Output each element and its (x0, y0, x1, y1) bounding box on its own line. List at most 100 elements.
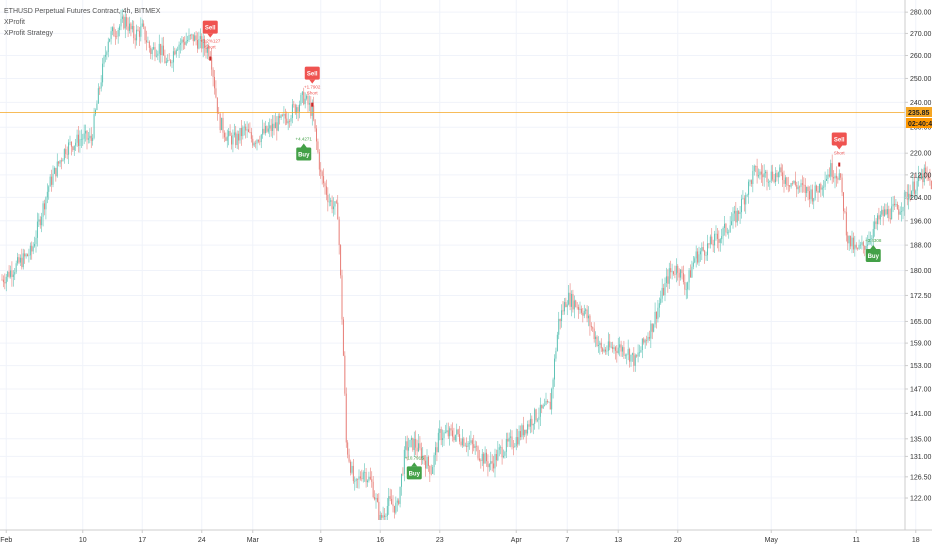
candle-body (311, 105, 313, 116)
candle-body (478, 458, 480, 461)
candle-body (294, 104, 296, 114)
candle-body (882, 209, 884, 216)
candle-body (134, 38, 136, 41)
candle-body (409, 439, 411, 448)
candle-body (746, 194, 748, 196)
candle-body (522, 425, 524, 436)
candle-body (86, 130, 88, 140)
candle-body (185, 41, 187, 45)
sell-arrow-icon (209, 56, 212, 61)
candle-body (806, 186, 808, 193)
candle-body (780, 167, 782, 173)
candle-body (908, 193, 910, 200)
signal-annotation: +3.4308 (865, 238, 882, 243)
candle-body (826, 178, 827, 181)
candle-body (342, 319, 344, 356)
price-axis[interactable]: 280.00 270.00 260.00 250.00 240.00 230.00 220.… (905, 10, 932, 503)
candle-body (606, 350, 608, 352)
candle-body (282, 114, 283, 116)
candle-body (777, 172, 779, 178)
candle-body (80, 138, 82, 140)
candle-body (792, 183, 793, 184)
candle-body (691, 266, 693, 278)
candle-body (677, 265, 679, 273)
x-tick-label: 23 (436, 537, 444, 544)
candle-body (877, 215, 878, 225)
candle-body (835, 175, 837, 179)
candle-body (432, 467, 434, 474)
candle-body (820, 184, 822, 190)
candle-body (538, 416, 540, 420)
candle-body (446, 430, 448, 433)
candle-body (658, 303, 660, 308)
sell-signal: Sell Short (831, 132, 847, 167)
candle-body (46, 191, 48, 198)
candle-body (90, 135, 92, 141)
candle-body (144, 26, 146, 41)
candle-body (83, 133, 85, 139)
candle-body (684, 281, 686, 290)
candle-body (408, 447, 410, 451)
candle-body (708, 243, 710, 245)
candle-body (25, 254, 27, 257)
symbol-title[interactable]: ETHUSD Perpetual Futures Contract, 4h, B… (4, 8, 161, 15)
x-tick-label: 16 (376, 537, 384, 544)
candle-body (595, 336, 597, 340)
candle-body (199, 36, 201, 40)
candle-body (668, 268, 670, 284)
candle-body (555, 351, 557, 359)
candle-body (580, 308, 582, 313)
indicator-xprofit[interactable]: XProfit (4, 19, 26, 26)
candle-body (41, 216, 43, 226)
candle-body (617, 347, 619, 354)
candle-body (718, 238, 720, 243)
y-tick-label: 165.00 (910, 319, 932, 326)
candle-body (290, 118, 292, 122)
candle-body (272, 123, 274, 131)
candle-body (884, 209, 886, 216)
candle-body (7, 271, 9, 277)
candle-body (630, 354, 632, 362)
sell-label-box (202, 20, 218, 34)
candle-body (279, 115, 281, 118)
y-tick-label: 212.00 (910, 172, 932, 179)
candle-body (201, 36, 203, 49)
candle-body (695, 251, 697, 259)
candle-body (177, 49, 179, 51)
candle-body (860, 244, 861, 246)
candle-body (675, 265, 677, 275)
candle-body (497, 449, 499, 461)
candle-body (518, 431, 520, 445)
candle-body (457, 429, 459, 435)
candle-body (814, 185, 816, 199)
candle-body (147, 41, 149, 43)
candle-body (143, 23, 145, 27)
candle-body (787, 185, 789, 186)
candle-body (891, 206, 893, 220)
candle-body (359, 476, 361, 479)
candle-body (476, 445, 478, 447)
candle-body (671, 271, 673, 273)
candle-body (906, 192, 908, 200)
candle-body (236, 133, 238, 146)
candle-body (714, 233, 716, 246)
candle-body (566, 304, 568, 308)
candle-body (484, 452, 486, 464)
candle-body (138, 30, 140, 37)
candle-body (487, 461, 489, 468)
candle-body (926, 173, 928, 175)
candle-body (442, 438, 444, 441)
indicator-xprofit-strategy[interactable]: XProfit Strategy (4, 30, 54, 37)
candle-body (709, 236, 711, 245)
candle-body (461, 438, 463, 446)
candle-body (474, 445, 476, 449)
candle-body (382, 515, 384, 518)
candle-body (843, 192, 844, 212)
candle-body (531, 418, 533, 426)
candle-body (372, 481, 374, 498)
time-axis[interactable]: Feb101724Mar91623Apr71320May111825Jun815… (0, 530, 932, 544)
candle-body (55, 167, 57, 177)
candle-body (374, 497, 376, 500)
candle-body (240, 127, 242, 137)
